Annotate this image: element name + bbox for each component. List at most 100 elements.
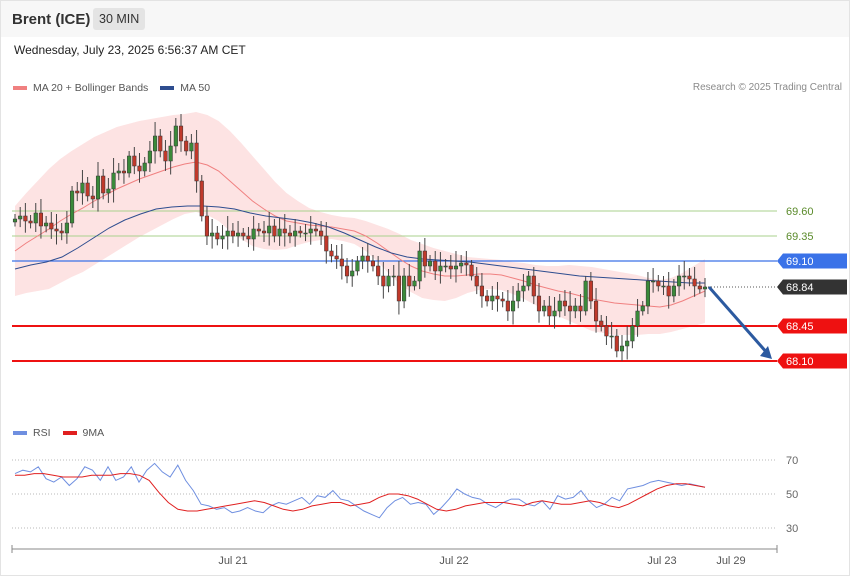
candle-body xyxy=(329,250,334,257)
candle-body xyxy=(474,275,479,287)
candle-body xyxy=(651,280,656,283)
candle-body xyxy=(95,175,101,200)
candle-body xyxy=(70,190,75,224)
candle-body xyxy=(365,255,370,262)
candle-body xyxy=(562,300,567,307)
candle-body xyxy=(645,280,650,307)
candle-body xyxy=(443,265,448,268)
candle-body xyxy=(33,212,38,224)
candle-body xyxy=(90,195,95,200)
candle-body xyxy=(417,250,422,282)
candle-body xyxy=(344,265,350,277)
candle-body xyxy=(510,300,516,312)
candle-body xyxy=(412,280,417,287)
candle-body xyxy=(495,295,500,300)
candle-body xyxy=(583,280,588,312)
candle-body xyxy=(521,285,526,292)
level-label-69.10: 69.10 xyxy=(786,256,814,268)
legend-9ma-label: 9MA xyxy=(82,427,105,439)
candle-body xyxy=(692,278,697,287)
candle-body xyxy=(287,232,293,237)
price-legend: MA 20 + Bollinger Bands MA 50 xyxy=(13,82,222,94)
candle-body xyxy=(402,275,407,302)
candle-body xyxy=(630,325,635,342)
candle-body xyxy=(334,255,339,260)
level-label-68.45: 68.45 xyxy=(786,321,814,333)
candle-body xyxy=(324,235,329,252)
candle-body xyxy=(516,290,521,302)
candle-body xyxy=(121,170,126,174)
rsi-swatch xyxy=(13,431,27,435)
candle-body xyxy=(168,145,173,162)
datetime-label: Wednesday, July 23, 2025 6:56:37 AM CET xyxy=(14,43,246,57)
candle-body xyxy=(619,345,625,352)
candle-body xyxy=(464,262,469,266)
candle-body xyxy=(184,140,189,152)
candle-body xyxy=(536,295,542,312)
forecast-arrow-shaft xyxy=(707,286,770,355)
candle-body xyxy=(547,305,552,317)
candle-body xyxy=(469,264,474,277)
candle-body xyxy=(687,275,692,280)
research-credit: Research © 2025 Trading Central xyxy=(692,82,842,93)
candle-body xyxy=(251,228,256,240)
level-badge-68.45 xyxy=(777,318,847,334)
candle-body xyxy=(80,182,85,194)
candle-body xyxy=(85,182,90,197)
candle-body xyxy=(194,142,199,182)
candle-body xyxy=(360,255,365,262)
candle-body xyxy=(44,222,49,227)
candle-body xyxy=(427,260,433,267)
candle-body xyxy=(573,305,578,312)
candle-body xyxy=(59,230,64,234)
level-badge-68.84 xyxy=(777,279,847,295)
candle-body xyxy=(23,215,28,222)
legend-rsi: RSI xyxy=(13,427,51,439)
candle-body xyxy=(677,275,682,287)
candle-body xyxy=(391,275,396,278)
candle-body xyxy=(64,222,69,234)
candle-body xyxy=(656,280,661,287)
legend-rsi-label: RSI xyxy=(33,427,51,439)
candle-body xyxy=(215,232,220,240)
rsi-ma9-line xyxy=(15,473,706,512)
candle-body xyxy=(199,180,204,217)
candle-body xyxy=(101,175,106,194)
candle-body xyxy=(448,265,453,270)
level-label-69.60: 69.60 xyxy=(786,206,814,218)
symbol-title: Brent (ICE) xyxy=(12,11,91,28)
candle-body xyxy=(220,235,225,240)
candle-body xyxy=(313,228,318,232)
candle-body xyxy=(241,232,246,237)
candle-body xyxy=(588,280,593,302)
candle-body xyxy=(158,135,163,152)
candle-body xyxy=(54,228,59,232)
candle-body xyxy=(267,225,272,234)
candle-body xyxy=(127,155,132,174)
candle-body xyxy=(236,232,241,237)
candle-body xyxy=(625,340,630,347)
forecast-arrow-head xyxy=(760,346,772,359)
candle-body xyxy=(225,230,230,237)
candle-body xyxy=(542,305,547,312)
candle-body xyxy=(49,222,54,230)
candle-body xyxy=(293,230,298,237)
candle-body xyxy=(38,212,43,227)
candle-body xyxy=(661,285,666,288)
x-tick-label: Jul 22 xyxy=(439,555,468,567)
timeframe-badge[interactable]: 30 MIN xyxy=(93,8,146,30)
candle-body xyxy=(599,320,604,327)
chart-header: Brent (ICE) 30 MIN xyxy=(1,1,849,37)
candle-body xyxy=(355,260,360,272)
candle-body xyxy=(671,285,676,297)
candle-body xyxy=(381,275,386,287)
candle-body xyxy=(272,225,277,237)
legend-9ma: 9MA xyxy=(62,427,105,439)
level-label-69.35: 69.35 xyxy=(786,231,814,243)
candle-body xyxy=(635,310,640,327)
candle-body xyxy=(531,275,536,297)
candle-body xyxy=(111,172,116,190)
ma50-line xyxy=(14,205,705,284)
candle-body xyxy=(500,298,505,302)
